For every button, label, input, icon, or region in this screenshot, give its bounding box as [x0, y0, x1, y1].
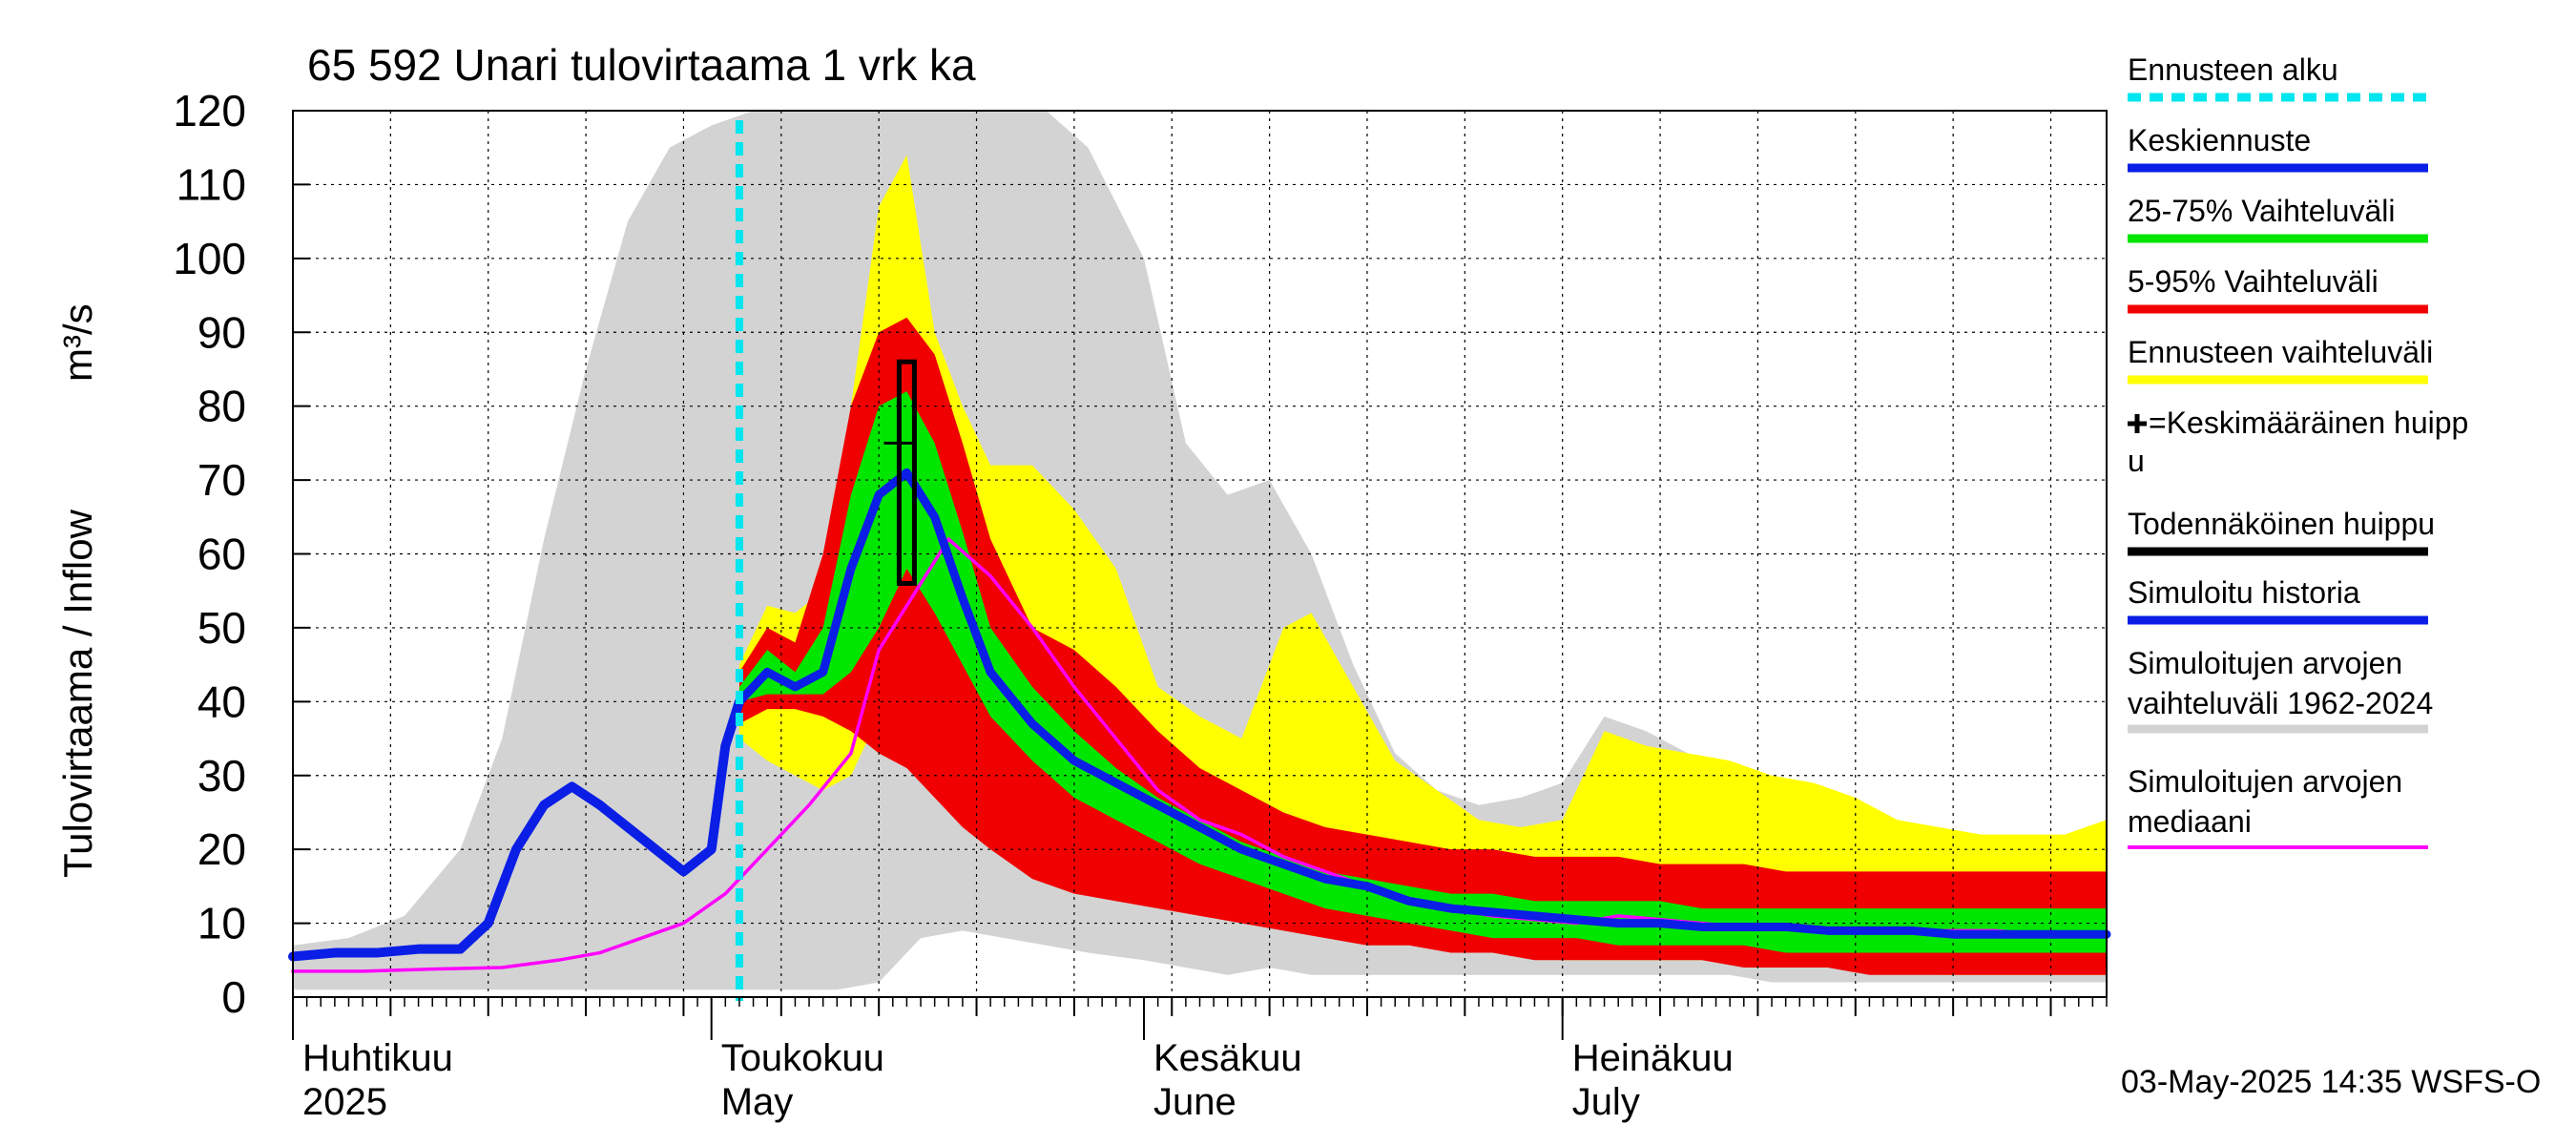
- range-25-75-area: [738, 391, 2107, 953]
- range-25-75-band: [738, 391, 2107, 953]
- month-label-fi: Kesäkuu: [1153, 1037, 1302, 1079]
- y-tick-label: 120: [173, 86, 246, 135]
- mean-forecast-polyline: [735, 468, 2111, 939]
- y-tick-labels: 0 10 20 30 40 50 60 70 80 90 100 110 120: [173, 86, 246, 1022]
- timestamp: 03-May-2025 14:35 WSFS-O: [2121, 1064, 2541, 1100]
- legend-label: Ennusteen alku: [2128, 52, 2338, 87]
- y-tick-label: 20: [197, 824, 246, 874]
- y-tick-label: 50: [197, 603, 246, 653]
- y-tick-label: 110: [177, 159, 246, 209]
- legend-label: Ennusteen vaihteluväli: [2128, 335, 2433, 369]
- month-label-fi: Heinäkuu: [1572, 1037, 1734, 1079]
- month-label-en: June: [1153, 1081, 1236, 1123]
- y-tick-label: 100: [173, 234, 246, 283]
- month-label-en: July: [1572, 1081, 1640, 1123]
- y-tick-label: 70: [197, 455, 246, 505]
- simulated-history-polyline: [288, 697, 744, 962]
- legend-label: =Keskimääräinen huipp u: [2128, 406, 2468, 478]
- legend-label: Simuloitujen arvojen vaihteluväli 1962-20…: [2128, 646, 2433, 720]
- y-tick-label: 60: [197, 530, 246, 579]
- y-axis-label: Tulovirtaama / Inflow: [55, 509, 100, 878]
- y-tick-label: 80: [197, 382, 246, 431]
- mean-forecast-line: [735, 468, 2111, 939]
- legend: Ennusteen alku Keskiennuste 25-75% Vaihtel…: [2128, 52, 2468, 849]
- legend-label: 25-75% Vaihteluväli: [2128, 194, 2395, 228]
- legend-label: Keskiennuste: [2128, 123, 2311, 157]
- y-tick-label: 10: [197, 899, 246, 948]
- legend-label: Simuloitu historia: [2128, 575, 2360, 610]
- legend-label: 5-95% Vaihteluväli: [2128, 264, 2379, 299]
- y-tick-label: 30: [197, 751, 246, 801]
- month-label-fi: Toukokuu: [721, 1037, 884, 1079]
- axes: [292, 110, 2108, 1040]
- month-label-en: 2025: [302, 1081, 387, 1123]
- legend-label: Todennäköinen huippu: [2128, 507, 2435, 541]
- y-tick-label: 40: [197, 677, 246, 726]
- month-label-en: May: [721, 1081, 794, 1123]
- probable-peak-box: [896, 359, 917, 586]
- peak-markers: [883, 359, 917, 586]
- simulated-history-line: [288, 697, 744, 962]
- legend-label: Simuloitujen arvojen mediaani: [2128, 764, 2402, 839]
- grid-lines: [292, 111, 2107, 997]
- month-label-fi: Huhtikuu: [302, 1037, 453, 1079]
- y-tick-label: 0: [221, 972, 246, 1022]
- chart-title: 65 592 Unari tulovirtaama 1 vrk ka: [307, 40, 976, 90]
- y-axis-unit: m³/s: [55, 303, 100, 382]
- range-5-95-band: [738, 317, 2107, 975]
- range-5-95-area: [738, 317, 2107, 975]
- y-tick-label: 90: [197, 307, 246, 357]
